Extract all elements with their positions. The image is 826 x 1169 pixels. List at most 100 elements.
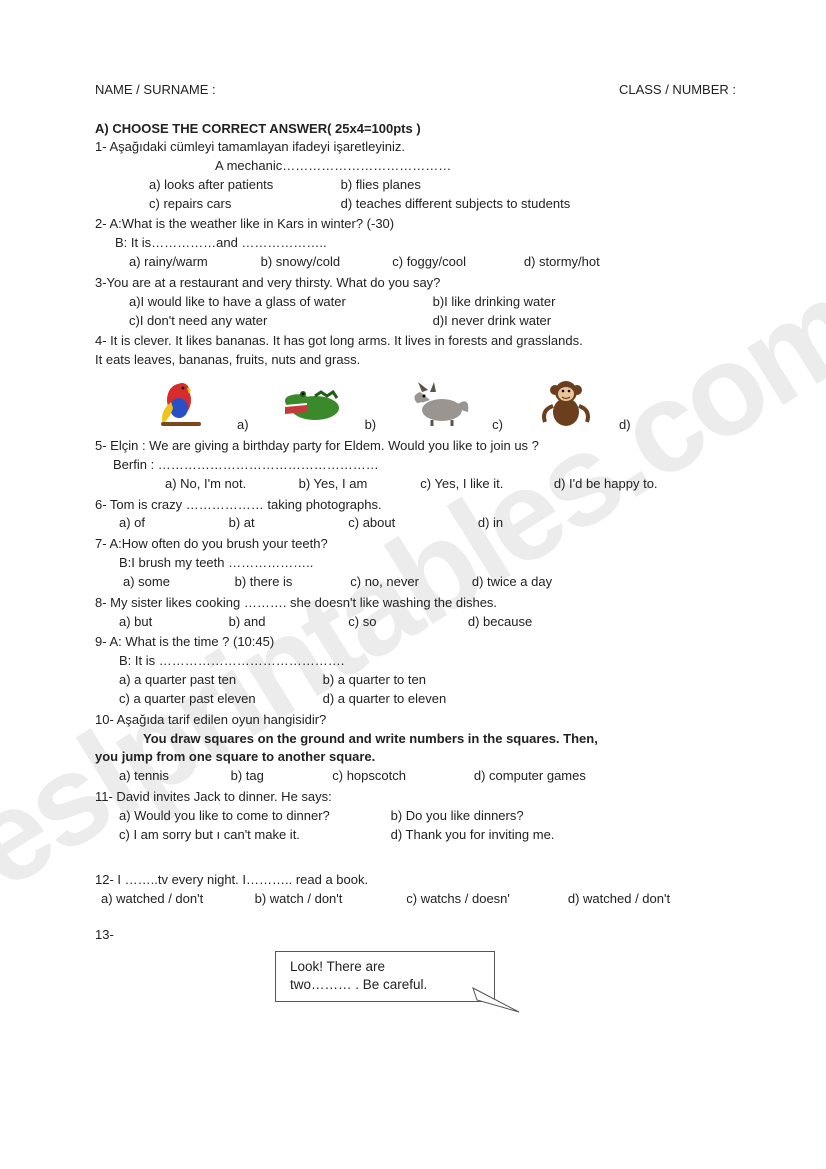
q1: 1- Aşağıdaki cümleyi tamamlayan ifadeyi …	[95, 138, 736, 213]
q9-l2: B: It is …………………………………….	[95, 652, 736, 671]
q4-c: c)	[492, 416, 503, 435]
spacer2	[95, 910, 736, 926]
q8-b: b) and	[229, 613, 345, 632]
q2-a: a) rainy/warm	[129, 253, 257, 272]
q10-d: d) computer games	[474, 767, 586, 786]
q4-crocodile	[277, 374, 347, 435]
q7-l1: 7- A:How often do you brush your teeth?	[95, 535, 736, 554]
q5-opts: a) No, I'm not. b) Yes, I am c) Yes, I l…	[95, 475, 736, 494]
bubble-box: Look! There are two……… . Be careful.	[275, 951, 495, 1001]
q9-c: c) a quarter past eleven	[119, 690, 319, 709]
q1-row2: c) repairs cars d) teaches different sub…	[95, 195, 736, 214]
q11-a: a) Would you like to come to dinner?	[119, 807, 387, 826]
q5-c: c) Yes, I like it.	[420, 475, 550, 494]
q5-d: d) I'd be happy to.	[554, 475, 658, 494]
q11-row2: c) I am sorry but ı can't make it. d) Th…	[95, 826, 736, 845]
q11-c: c) I am sorry but ı can't make it.	[119, 826, 387, 845]
q10-c: c) hopscotch	[332, 767, 470, 786]
q6-opts: a) of b) at c) about d) in	[95, 514, 736, 533]
q3-prompt: 3-You are at a restaurant and very thirs…	[95, 274, 736, 293]
q6-d: d) in	[478, 514, 503, 533]
q11-row1: a) Would you like to come to dinner? b) …	[95, 807, 736, 826]
class-number-label: CLASS / NUMBER :	[619, 82, 736, 97]
q12-d: d) watched / don't	[568, 890, 670, 909]
q3-a: a)I would like to have a glass of water	[129, 293, 429, 312]
q11-l1: 11- David invites Jack to dinner. He say…	[95, 788, 736, 807]
q4-wolf	[404, 374, 474, 435]
bubble-tail-icon	[471, 986, 531, 1020]
q8-a: a) but	[119, 613, 225, 632]
speech-bubble: Look! There are two……… . Be careful.	[275, 951, 495, 1001]
q4-images: a) b)	[95, 374, 736, 435]
q10-b: b) tag	[231, 767, 329, 786]
q2-a-line: 2- A:What is the weather like in Kars in…	[95, 215, 736, 234]
q10-a: a) tennis	[119, 767, 227, 786]
q4-d: d)	[619, 416, 631, 435]
q2-opts: a) rainy/warm b) snowy/cold c) foggy/coo…	[95, 253, 736, 272]
q9: 9- A: What is the time ? (10:45) B: It i…	[95, 633, 736, 708]
q1-c: c) repairs cars	[149, 195, 337, 214]
q5: 5- Elçin : We are giving a birthday part…	[95, 437, 736, 494]
q6: 6- Tom is crazy ……………… taking photograph…	[95, 496, 736, 534]
q11-b: b) Do you like dinners?	[391, 807, 524, 826]
q4-parrot	[149, 374, 219, 435]
q12-b: b) watch / don't	[255, 890, 403, 909]
q3: 3-You are at a restaurant and very thirs…	[95, 274, 736, 331]
q8-c: c) so	[348, 613, 464, 632]
q3-row2: c)I don't need any water d)I never drink…	[95, 312, 736, 331]
q6-l1: 6- Tom is crazy ……………… taking photograph…	[95, 496, 736, 515]
q10: 10- Aşağıda tarif edilen oyun hangisidir…	[95, 711, 736, 786]
q10-desc2: you jump from one square to another squa…	[95, 748, 736, 767]
q3-c: c)I don't need any water	[129, 312, 429, 331]
q1-a: a) looks after patients	[149, 176, 337, 195]
q4-monkey	[531, 374, 601, 435]
q12-opts: a) watched / don't b) watch / don't c) w…	[95, 890, 736, 909]
q11-d: d) Thank you for inviting me.	[391, 826, 555, 845]
q12-l1: 12- I ……..tv every night. I……….. read a …	[95, 871, 736, 890]
q5-a: a) No, I'm not.	[165, 475, 295, 494]
worksheet-page: NAME / SURNAME : CLASS / NUMBER : A) CHO…	[0, 0, 826, 1044]
q13-l1: 13-	[95, 926, 736, 945]
q1-stem: A mechanic…………………………………	[95, 157, 736, 176]
q2: 2- A:What is the weather like in Kars in…	[95, 215, 736, 272]
q4-a: a)	[237, 416, 249, 435]
q10-desc1: You draw squares on the ground and write…	[95, 730, 736, 749]
q9-row1: a) a quarter past ten b) a quarter to te…	[95, 671, 736, 690]
monkey-icon	[531, 374, 601, 429]
q7-opts: a) some b) there is c) no, never d) twic…	[95, 573, 736, 592]
q2-b: b) snowy/cold	[261, 253, 389, 272]
q8: 8- My sister likes cooking ………. she does…	[95, 594, 736, 632]
q5-b: b) Yes, I am	[299, 475, 417, 494]
q9-l1: 9- A: What is the time ? (10:45)	[95, 633, 736, 652]
q4: 4- It is clever. It likes bananas. It ha…	[95, 332, 736, 435]
header-row: NAME / SURNAME : CLASS / NUMBER :	[95, 82, 736, 97]
q10-l1: 10- Aşağıda tarif edilen oyun hangisidir…	[95, 711, 736, 730]
q10-opts: a) tennis b) tag c) hopscotch d) compute…	[95, 767, 736, 786]
name-surname-label: NAME / SURNAME :	[95, 82, 216, 97]
q8-opts: a) but b) and c) so d) because	[95, 613, 736, 632]
q1-row1: a) looks after patients b) flies planes	[95, 176, 736, 195]
q3-row1: a)I would like to have a glass of water …	[95, 293, 736, 312]
q5-l1: 5- Elçin : We are giving a birthday part…	[95, 437, 736, 456]
q4-l1: 4- It is clever. It likes bananas. It ha…	[95, 332, 736, 351]
spacer	[95, 847, 736, 871]
bubble-line2: two……… . Be careful.	[290, 976, 480, 994]
q3-b: b)I like drinking water	[433, 293, 556, 312]
q8-d: d) because	[468, 613, 532, 632]
q1-prompt: 1- Aşağıdaki cümleyi tamamlayan ifadeyi …	[95, 138, 736, 157]
q9-row2: c) a quarter past eleven d) a quarter to…	[95, 690, 736, 709]
q8-l1: 8- My sister likes cooking ………. she does…	[95, 594, 736, 613]
bubble-line1: Look! There are	[290, 958, 480, 976]
q3-d: d)I never drink water	[433, 312, 552, 331]
q13: 13- Look! There are two……… . Be careful.	[95, 926, 736, 1001]
parrot-icon	[149, 374, 219, 429]
q2-c: c) foggy/cool	[392, 253, 520, 272]
crocodile-icon	[277, 374, 347, 429]
q2-b-line: B: It is……………and ………………..	[95, 234, 736, 253]
q7: 7- A:How often do you brush your teeth? …	[95, 535, 736, 592]
q6-a: a) of	[119, 514, 225, 533]
q1-b: b) flies planes	[341, 176, 421, 195]
q1-d: d) teaches different subjects to student…	[341, 195, 571, 214]
q9-d: d) a quarter to eleven	[323, 690, 447, 709]
q7-a: a) some	[123, 573, 231, 592]
